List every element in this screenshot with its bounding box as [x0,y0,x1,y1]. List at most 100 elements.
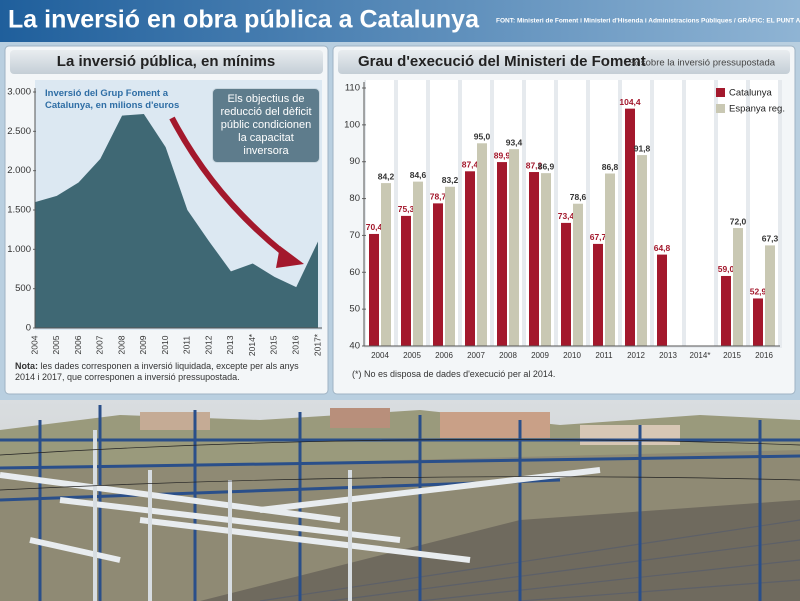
y-tick-label: 80 [349,193,360,204]
value-label: 72,0 [730,216,747,226]
x-tick-label: 2007 [467,351,485,360]
value-label: 84,6 [410,170,427,180]
y-tick-label: 2.000 [7,165,31,176]
bar [733,228,743,346]
arrow-head [276,246,304,268]
x-tick-label: 2010 [160,335,170,354]
chart-title: Grau d'execució del Ministeri de Foment [358,53,646,70]
y-tick-label: 110 [345,83,360,94]
bar [465,171,475,346]
x-tick-label: 2017* [312,333,322,356]
y-tick-label: 2.500 [7,126,31,137]
x-tick-label: 2007 [95,335,105,354]
x-tick-label: 2008 [116,335,126,354]
y-tick-label: 50 [349,304,360,315]
note-text: les dades corresponen a inversió liquida… [15,361,299,382]
area [35,114,318,328]
y-tick-label: 3.000 [7,87,31,98]
value-label: 70,4 [366,222,383,232]
x-tick-label: 2011 [182,336,192,355]
x-tick-label: 2015 [269,335,279,354]
x-tick-label: 2004 [29,335,39,354]
x-tick-label: 2004 [371,351,389,360]
bar [497,162,507,346]
y-tick-label: 100 [344,119,360,130]
x-tick-label: 2005 [403,351,421,360]
y-tick-label: 60 [349,267,360,278]
value-label: 86,9 [538,161,555,171]
x-tick-label: 2008 [499,351,517,360]
bar [509,149,519,346]
annotation: Els objectius de reducció del dèficit pú… [212,88,320,163]
x-tick-label: 2005 [51,335,61,354]
y-tick-label: 70 [349,230,360,241]
x-tick-label: 2006 [435,351,453,360]
bar [765,245,775,346]
chart-title: La inversió pública, en mínims [57,53,275,70]
value-label: 59,0 [718,264,735,274]
value-label: 86,8 [602,162,619,172]
y-tick-label: 1.000 [7,244,31,255]
bar [401,215,411,346]
value-label: 67,3 [762,234,779,244]
value-label: 87,4 [462,160,479,170]
x-tick-label: 2011 [595,351,613,360]
value-label: 91,8 [634,143,651,153]
bar [541,173,551,346]
x-tick-label: 2014* [247,333,257,356]
y-tick-label: 40 [349,341,360,352]
value-label: 84,2 [378,171,395,181]
x-tick-label: 2012 [203,335,213,354]
x-tick-label: 2010 [563,351,581,360]
value-label: 78,6 [570,192,587,202]
bar [625,108,635,346]
bar [637,155,647,346]
x-tick-label: 2013 [225,335,235,354]
left-title-strip [10,50,323,74]
value-label: 78,7 [430,192,447,202]
y-tick-label: 90 [349,156,360,167]
chart-subtitle: - % sobre la inversió pressupostada [624,58,776,69]
x-tick-label: 2015 [723,351,741,360]
bar [605,173,615,346]
bar [753,298,763,346]
bar [369,233,379,346]
y-tick-label: 500 [15,283,31,294]
bar [529,172,539,346]
value-label: 73,4 [558,211,575,221]
x-tick-label: 2006 [73,335,83,354]
value-label: 104,4 [619,97,641,107]
series-label: Inversió del Grup Foment a Catalunya, en… [45,88,180,111]
note-label: Nota: [15,361,38,371]
value-label: 52,9 [750,287,767,297]
source: FONT: Ministeri de Foment i Ministeri d'… [496,16,800,25]
x-tick-label: 2012 [627,351,645,360]
bar [413,181,423,346]
right-title-strip [338,50,790,74]
y-tick-label: 1.500 [7,205,31,216]
bar [445,186,455,346]
value-label: 93,4 [506,137,523,147]
x-tick-label: 2014* [690,351,711,360]
bar [561,222,571,346]
value-label: 83,2 [442,175,459,185]
legend-swatch [716,88,725,97]
page-title: La inversió en obra pública a Catalunya [8,6,480,34]
bar [593,243,603,346]
footnote: (*) No es disposa de dades d'execució pe… [352,369,556,379]
bar [657,254,667,346]
legend-swatch [716,104,725,113]
note: Nota: les dades corresponen a inversió l… [15,361,320,383]
bar [381,183,391,346]
bar [477,143,487,346]
bar [573,203,583,346]
x-tick-label: 2013 [659,351,677,360]
legend-label: Catalunya [729,88,772,99]
x-tick-label: 2009 [138,335,148,354]
bar [721,275,731,346]
x-tick-label: 2009 [531,351,549,360]
y-tick-label: 0 [26,323,31,334]
value-label: 67,7 [590,232,607,242]
